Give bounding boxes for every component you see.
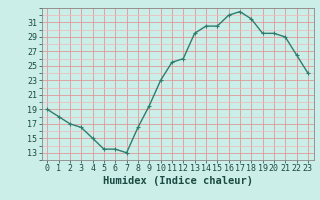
X-axis label: Humidex (Indice chaleur): Humidex (Indice chaleur)	[103, 176, 252, 186]
